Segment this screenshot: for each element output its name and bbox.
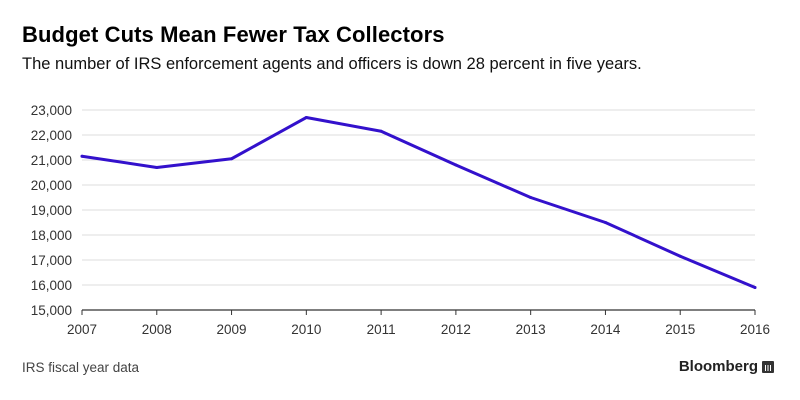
data-point bbox=[80, 154, 84, 158]
y-tick-label: 19,000 bbox=[31, 203, 72, 218]
data-point bbox=[678, 254, 682, 258]
y-tick-labels: 15,000 16,000 17,000 18,000 19,000 20,000 21,0… bbox=[31, 103, 72, 318]
x-axis bbox=[81, 309, 756, 315]
chart-title: Budget Cuts Mean Fewer Tax Collectors bbox=[22, 22, 445, 47]
x-tick-label: 2007 bbox=[67, 322, 97, 337]
y-tick-label: 22,000 bbox=[31, 128, 72, 143]
x-tick-label: 2014 bbox=[590, 322, 621, 337]
brand-name: Bloomberg bbox=[678, 358, 758, 375]
gridlines bbox=[82, 109, 755, 286]
chart-subtitle: The number of IRS enforcement agents and… bbox=[22, 55, 642, 73]
y-tick-label: 23,000 bbox=[31, 103, 72, 118]
data-point bbox=[603, 221, 607, 224]
x-tick-labels: 2007 2008 2009 2010 2011 2012 2013 2014 2015 2016 bbox=[67, 322, 770, 337]
data-point bbox=[379, 129, 383, 133]
x-tick-label: 2015 bbox=[665, 322, 695, 337]
data-point bbox=[753, 286, 757, 289]
x-tick-label: 2010 bbox=[291, 322, 321, 337]
source-note: IRS fiscal year data bbox=[22, 360, 140, 375]
y-tick-label: 17,000 bbox=[31, 253, 72, 268]
x-tick-label: 2013 bbox=[516, 322, 546, 337]
brand-logo: Bloomberg bbox=[679, 358, 774, 375]
series-line bbox=[80, 116, 757, 289]
bloomberg-terminal-icon bbox=[762, 360, 774, 373]
x-tick-label: 2008 bbox=[142, 322, 172, 337]
series-layer bbox=[80, 116, 757, 289]
x-tick-label: 2012 bbox=[441, 322, 471, 337]
data-point bbox=[155, 166, 159, 169]
y-tick-label: 21,000 bbox=[31, 153, 72, 168]
y-tick-label: 16,000 bbox=[31, 278, 72, 293]
y-tick-label: 15,000 bbox=[31, 303, 72, 318]
x-tick-label: 2009 bbox=[217, 322, 247, 337]
data-point bbox=[454, 163, 458, 167]
x-tick-label: 2016 bbox=[740, 322, 770, 337]
y-tick-label: 18,000 bbox=[31, 228, 72, 243]
data-point bbox=[529, 196, 533, 199]
data-point bbox=[304, 116, 308, 119]
x-tick-label: 2011 bbox=[367, 322, 396, 337]
y-tick-label: 20,000 bbox=[31, 178, 72, 193]
data-point bbox=[230, 157, 234, 161]
